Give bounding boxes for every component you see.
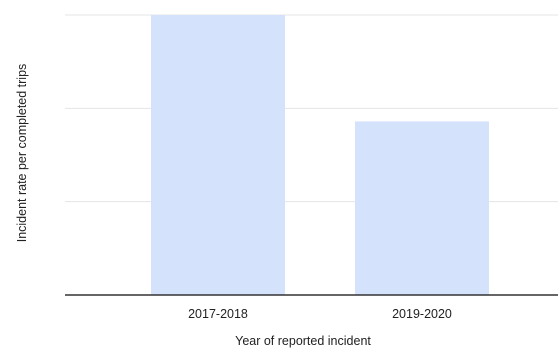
bars — [151, 15, 489, 296]
bar-2019-2020 — [355, 121, 489, 296]
x-tick-label-2017-2018: 2017-2018 — [188, 307, 248, 321]
x-tick-labels: 2017-2018 2019-2020 — [188, 307, 452, 321]
x-axis-label: Year of reported incident — [235, 334, 371, 348]
x-tick-label-2019-2020: 2019-2020 — [392, 307, 452, 321]
y-axis-label: Incident rate per completed trips — [15, 64, 29, 243]
bar-2017-2018 — [151, 15, 285, 295]
